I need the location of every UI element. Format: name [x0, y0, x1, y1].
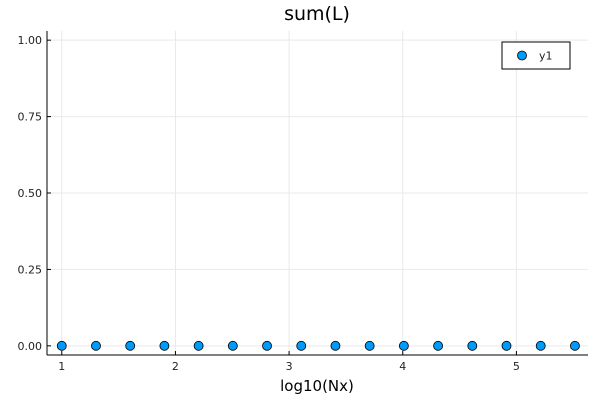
data-point: [433, 340, 443, 351]
data-point: [296, 340, 307, 351]
y-tick-label: 1.00: [18, 34, 43, 47]
data-point: [398, 340, 409, 351]
data-point: [570, 340, 580, 351]
data-point: [56, 340, 67, 351]
y-tick-label: 0.75: [18, 111, 43, 124]
x-tick-label: 5: [513, 360, 520, 373]
x-tick-label: 3: [286, 360, 293, 373]
x-tick-label: 1: [58, 360, 65, 373]
data-point: [364, 340, 375, 351]
chart-title: sum(L): [284, 3, 350, 25]
x-ticks: 1 2 3 4 5: [58, 351, 520, 373]
data-point: [535, 340, 546, 351]
data-points: [56, 340, 580, 351]
x-tick-label: 2: [172, 360, 179, 373]
y-ticks: 0.00 0.25 0.50 0.75 1.00: [18, 34, 51, 353]
data-point: [227, 340, 238, 351]
legend-box: [501, 41, 571, 70]
data-point: [330, 340, 341, 351]
y-tick-label: 0.25: [18, 263, 43, 276]
legend-marker: [517, 50, 527, 61]
legend: y1: [501, 41, 571, 70]
data-point: [91, 340, 101, 351]
y-tick-label: 0.50: [18, 187, 43, 200]
data-point: [501, 340, 512, 351]
data-point: [467, 340, 478, 351]
x-tick-label: 4: [399, 360, 406, 373]
x-axis-label: log10(Nx): [280, 377, 354, 395]
legend-label-y1: y1: [539, 50, 553, 63]
data-point: [193, 340, 204, 351]
grid: [47, 31, 588, 355]
data-point: [262, 340, 272, 351]
y-tick-label: 0.00: [18, 340, 43, 353]
data-point: [125, 340, 136, 351]
data-point: [159, 340, 170, 351]
